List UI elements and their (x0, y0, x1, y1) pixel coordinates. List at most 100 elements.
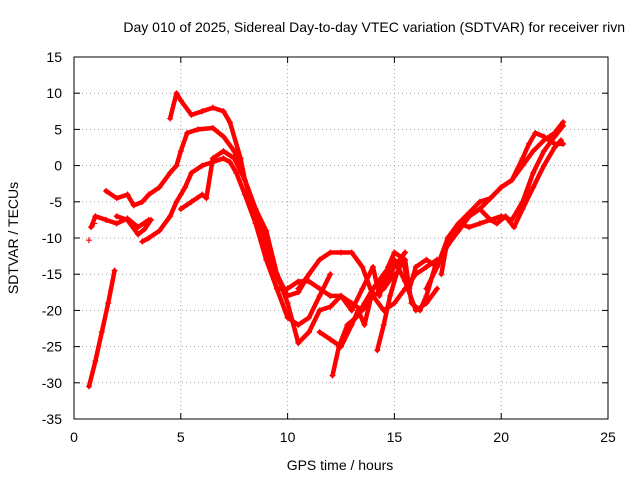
data-point (466, 224, 473, 231)
data-point (399, 256, 406, 263)
series-line (86, 268, 117, 389)
data-point (530, 169, 537, 176)
series-line (456, 138, 564, 234)
data-point (139, 238, 146, 245)
data-point (560, 140, 567, 147)
data-point (540, 133, 547, 140)
series-line (424, 119, 566, 291)
data-point (263, 227, 270, 234)
series-arc-16 (438, 122, 567, 278)
data-point (305, 329, 312, 336)
data-point (508, 177, 515, 184)
data-point (209, 104, 216, 111)
series-line (103, 188, 152, 208)
data-point (295, 285, 302, 292)
data-point (540, 148, 547, 155)
data-point (511, 224, 518, 231)
y-tick-label: 5 (54, 121, 62, 137)
data-point (338, 292, 344, 299)
data-point (455, 220, 462, 227)
series-arc-3 (103, 187, 152, 209)
data-point (111, 267, 118, 274)
data-point (295, 321, 302, 328)
data-point (434, 285, 441, 292)
data-point (417, 307, 424, 314)
data-point (348, 307, 355, 314)
data-point (338, 249, 344, 256)
data-point (376, 292, 383, 299)
data-point (173, 198, 180, 205)
data-point (408, 300, 415, 307)
data-point (182, 184, 189, 191)
series-arc-12 (348, 249, 441, 314)
data-point (487, 216, 494, 223)
data-point (135, 224, 142, 231)
data-point (380, 321, 387, 328)
data-point (487, 195, 494, 202)
data-point (551, 144, 558, 151)
data-point (188, 111, 195, 118)
data-point (476, 198, 483, 205)
data-point (316, 307, 323, 314)
data-point (98, 329, 105, 336)
data-point (530, 148, 537, 155)
grid-lines (74, 57, 608, 419)
data-point (327, 303, 334, 310)
data-point (237, 155, 244, 162)
y-tick-label: -25 (42, 339, 62, 355)
data-point (402, 249, 409, 256)
data-point (476, 220, 483, 227)
data-point (113, 213, 120, 220)
data-point (316, 256, 323, 263)
data-point (103, 216, 110, 223)
series-arc-11 (329, 249, 409, 379)
data-point (252, 213, 259, 220)
data-point (88, 224, 95, 231)
data-point (92, 213, 99, 220)
data-point (135, 231, 142, 238)
data-point (209, 155, 216, 162)
data-point (220, 133, 227, 140)
data-point (203, 195, 210, 202)
data-point (348, 249, 355, 256)
series-line (434, 130, 566, 270)
x-tick-label: 10 (280, 429, 296, 445)
data-point (85, 383, 92, 390)
data-point (130, 202, 137, 209)
data-point (316, 285, 323, 292)
data-point (391, 300, 398, 307)
y-axis-label: SDTVAR / TECUs (5, 182, 21, 294)
data-point (209, 124, 216, 131)
data-point (184, 130, 191, 137)
data-point (387, 292, 394, 299)
data-point (519, 206, 526, 213)
data-point (370, 285, 377, 292)
data-point (361, 321, 368, 328)
y-tick-label: 10 (46, 85, 62, 101)
data-point (233, 169, 240, 176)
data-point (406, 285, 413, 292)
data-point (295, 278, 302, 285)
data-point (558, 137, 565, 144)
series-line (439, 123, 566, 277)
data-point (220, 148, 227, 155)
x-tick-label: 20 (493, 429, 509, 445)
data-point (438, 271, 445, 278)
series-line (114, 214, 154, 237)
data-point (113, 220, 120, 227)
data-point (147, 216, 154, 223)
x-axis-label: GPS time / hours (287, 457, 394, 473)
data-point (226, 119, 233, 126)
series-arc-17 (455, 137, 565, 234)
data-point (359, 263, 366, 270)
x-tick-label: 5 (177, 429, 185, 445)
y-tick-label: -30 (42, 375, 62, 391)
data-point (199, 162, 206, 169)
data-point (540, 162, 547, 169)
series-arc-2 (88, 213, 152, 231)
data-point (493, 220, 500, 227)
data-point (370, 263, 377, 270)
y-tick-label: -35 (42, 411, 62, 427)
data-point (455, 227, 462, 234)
data-point (156, 227, 163, 234)
